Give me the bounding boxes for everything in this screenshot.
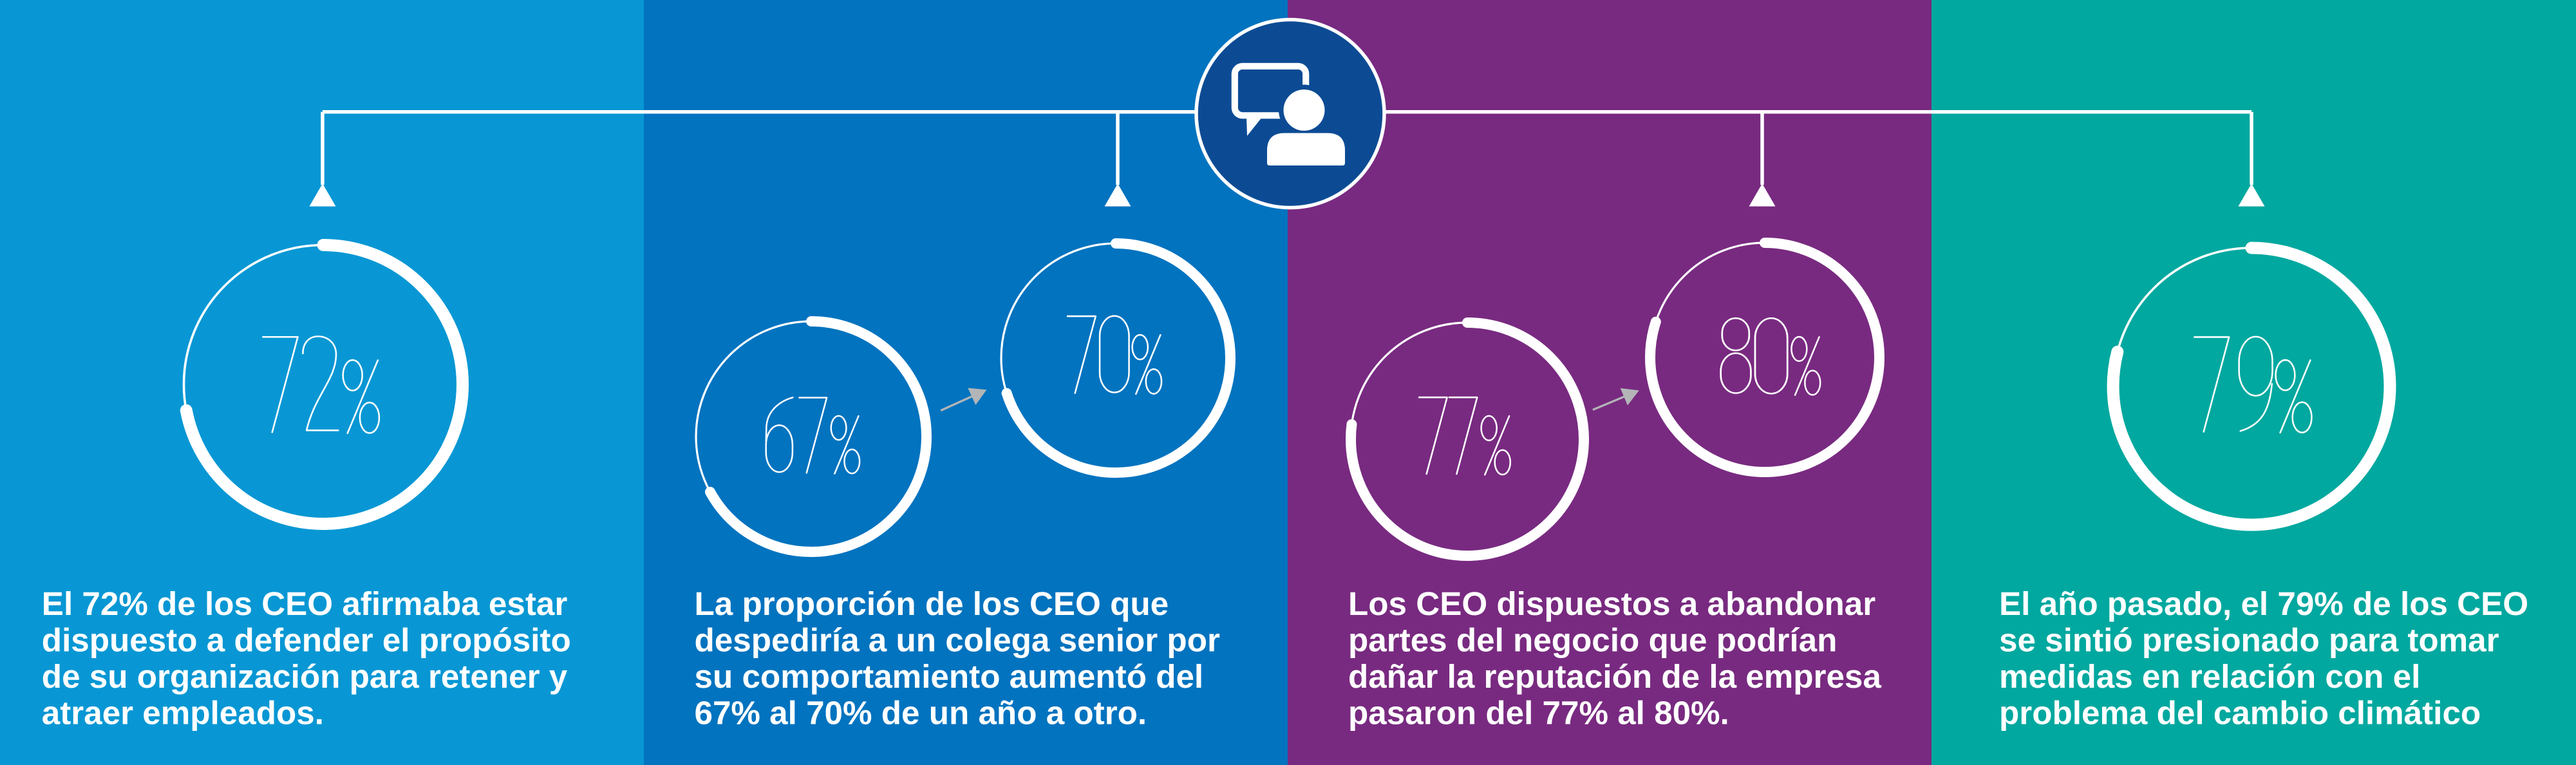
- svg-text:partes del negocio que podrían: partes del negocio que podrían: [1348, 622, 1837, 659]
- svg-text:despediría a un colega senior: despediría a un colega senior por: [695, 622, 1220, 659]
- svg-text:medidas en relación con el: medidas en relación con el: [1999, 658, 2420, 695]
- svg-text:67% al 70% de un año a otro.: 67% al 70% de un año a otro.: [695, 695, 1147, 732]
- svg-text:problema del cambio climático: problema del cambio climático: [1999, 695, 2481, 732]
- svg-text:dañar la reputación de la empr: dañar la reputación de la empresa: [1348, 658, 1881, 695]
- svg-text:atraer empleados.: atraer empleados.: [42, 695, 324, 732]
- svg-text:Los CEO dispuestos a abandonar: Los CEO dispuestos a abandonar: [1348, 585, 1876, 622]
- svg-text:El 72% de los CEO afirmaba est: El 72% de los CEO afirmaba estar: [42, 585, 568, 622]
- svg-text:pasaron del 77% al 80%.: pasaron del 77% al 80%.: [1348, 695, 1729, 732]
- svg-text:de su organización para retene: de su organización para retener y: [42, 658, 568, 695]
- svg-text:El año pasado, el 79% de los C: El año pasado, el 79% de los CEO: [1999, 585, 2528, 622]
- svg-text:su comportamiento aumentó del: su comportamiento aumentó del: [695, 658, 1204, 695]
- svg-text:La proporción de los CEO que: La proporción de los CEO que: [695, 585, 1169, 622]
- svg-text:se sintió presionado para toma: se sintió presionado para tomar: [1999, 622, 2499, 659]
- svg-text:dispuesto a defender el propós: dispuesto a defender el propósito: [42, 622, 571, 659]
